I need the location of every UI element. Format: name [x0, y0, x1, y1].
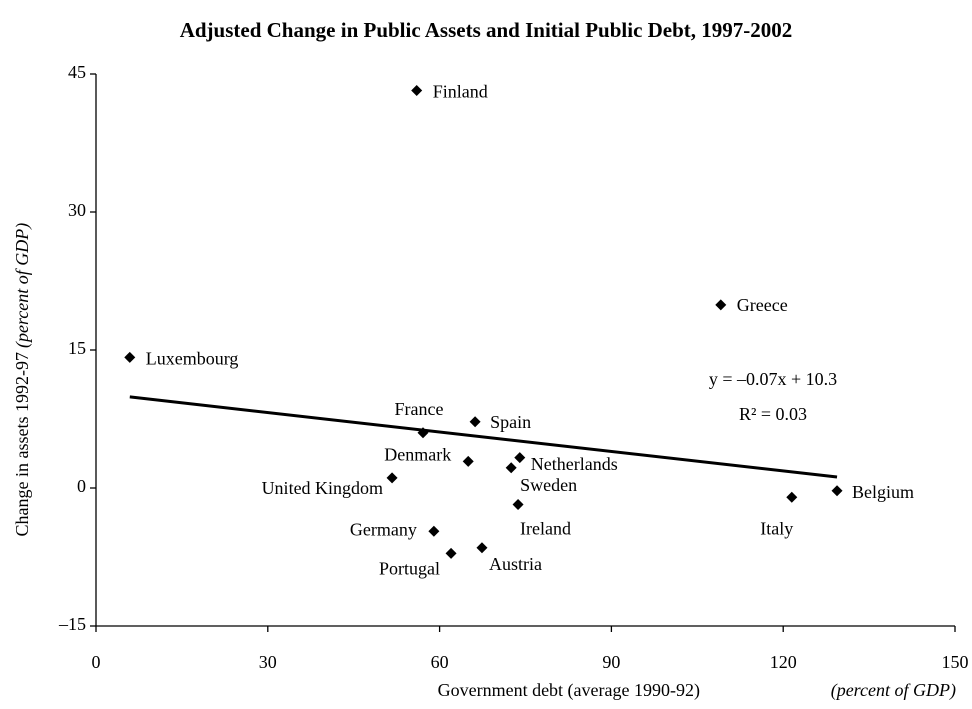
point	[476, 542, 488, 554]
point-label: Belgium	[852, 482, 914, 502]
y-axis-label: Change in assets 1992-97	[12, 352, 32, 536]
point-label: Greece	[737, 295, 788, 315]
point	[411, 85, 423, 97]
x-axis-label: Government debt (average 1990-92)	[438, 680, 700, 701]
x-tick-label: 60	[431, 652, 449, 672]
point-label: Netherlands	[531, 454, 618, 474]
y-axis-title: Change in assets 1992-97 (percent of GDP…	[12, 223, 33, 537]
point	[428, 525, 440, 537]
chart-title: Adjusted Change in Public Assets and Ini…	[180, 18, 793, 42]
point	[124, 351, 136, 363]
y-axis-unit: (percent of GDP)	[12, 223, 33, 348]
point-label: Portugal	[379, 558, 440, 578]
point	[831, 485, 843, 497]
point	[386, 472, 398, 484]
x-tick-label: 30	[259, 652, 277, 672]
point-label: France	[395, 399, 444, 419]
x-tick-label: 0	[92, 652, 101, 672]
y-tick-label: 45	[68, 62, 86, 82]
y-tick-label: 15	[68, 338, 86, 358]
point-label: Sweden	[520, 475, 577, 495]
x-axis-unit: (percent of GDP)	[831, 680, 956, 701]
trend-equation: y = –0.07x + 10.3	[709, 369, 837, 389]
x-tick-label: 150	[942, 652, 969, 672]
y-tick-label: 0	[77, 476, 86, 496]
point-label: Italy	[760, 518, 793, 538]
trend-line	[129, 395, 838, 479]
point	[512, 499, 524, 511]
point-label: Ireland	[520, 519, 571, 539]
point-label: Germany	[350, 519, 417, 539]
y-tick-label: 30	[68, 200, 86, 220]
point	[417, 427, 429, 439]
point	[462, 455, 474, 467]
trend-r2: R² = 0.03	[739, 404, 807, 424]
point	[445, 547, 457, 559]
point-label: Luxembourg	[146, 348, 239, 368]
point	[505, 462, 517, 474]
point-label: Austria	[489, 554, 542, 574]
point-label: Denmark	[384, 444, 451, 464]
point	[514, 452, 526, 464]
x-tick-label: 90	[602, 652, 620, 672]
point-label: Spain	[490, 412, 531, 432]
point	[715, 299, 727, 311]
point	[469, 416, 481, 428]
y-tick-label: –15	[58, 614, 86, 634]
point-label: Finland	[433, 82, 488, 102]
x-tick-label: 120	[770, 652, 797, 672]
point	[786, 491, 798, 503]
point-label: United Kingdom	[262, 478, 384, 498]
